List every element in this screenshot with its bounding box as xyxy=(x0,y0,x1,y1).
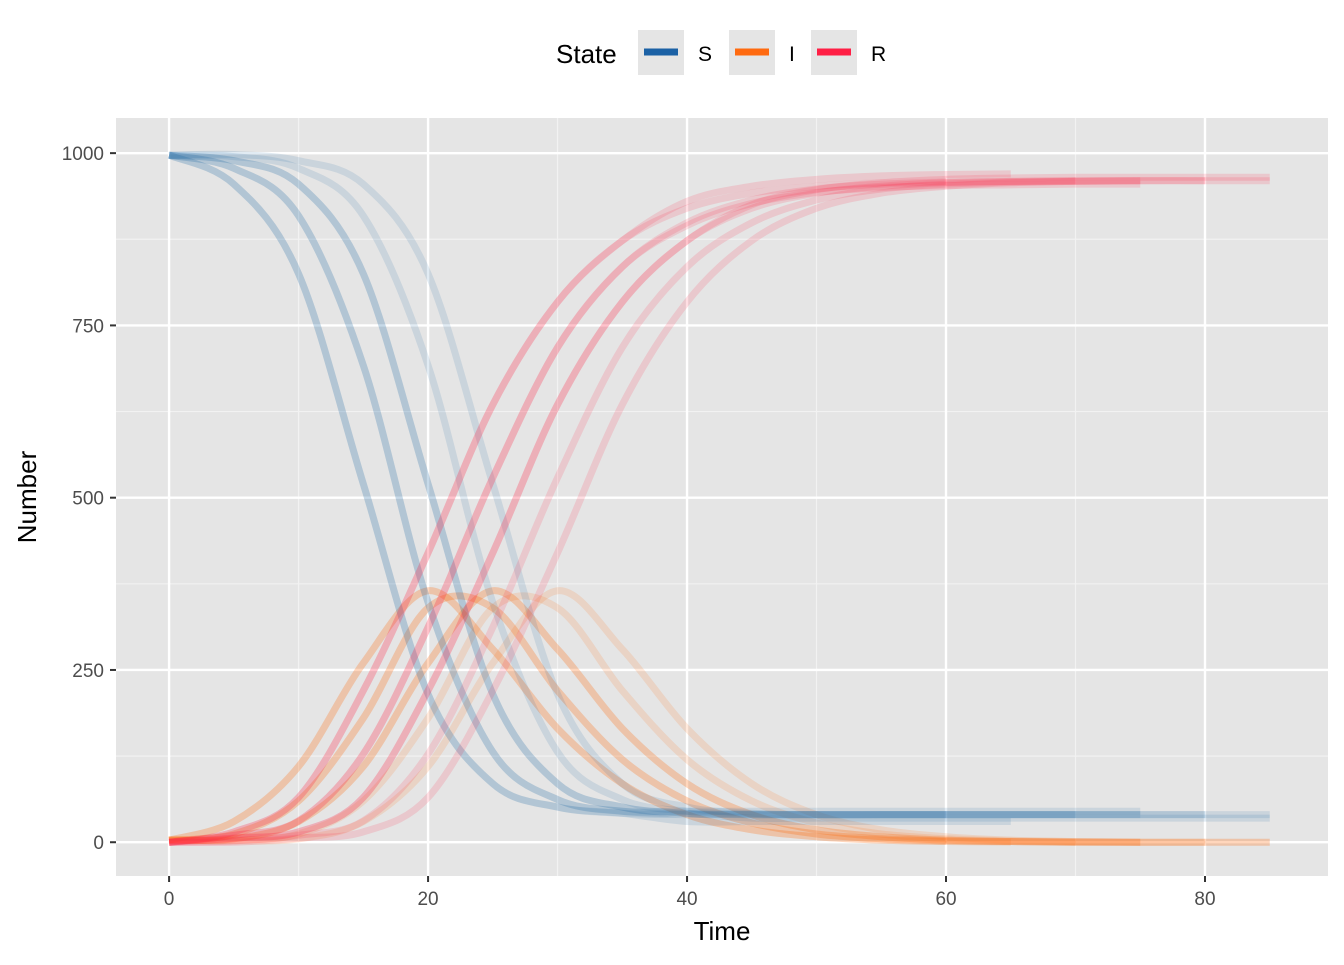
x-tick-label: 60 xyxy=(935,889,956,910)
series-s-run-2 xyxy=(167,151,1011,826)
series-i-run-1 xyxy=(168,587,947,846)
x-tick-label: 80 xyxy=(1194,889,1215,910)
series-r-run-1 xyxy=(168,177,947,846)
series-i-run-8 xyxy=(169,587,1270,846)
series-s-run-1 xyxy=(167,151,947,819)
series-r-run-6 xyxy=(168,173,1270,846)
series-i-run-7 xyxy=(169,592,1141,846)
series-s-run-4 xyxy=(168,151,1141,816)
series-s-run-6 xyxy=(168,151,1270,822)
series-r-run-8 xyxy=(169,177,1270,847)
y-tick-label: 0 xyxy=(93,833,104,854)
legend-label-i: I xyxy=(789,43,795,66)
x-tick-label: 40 xyxy=(676,889,697,910)
y-tick-label: 750 xyxy=(72,316,104,337)
series-s-run-8 xyxy=(169,150,1270,819)
y-axis-title: Number xyxy=(12,450,42,543)
series-r-run-3 xyxy=(168,177,1076,846)
x-tick-label: 0 xyxy=(164,889,175,910)
legend: State S I R xyxy=(556,30,886,75)
axes: 0 250 500 750 1000 0 20 40 60 80 xyxy=(62,144,1216,910)
series-r-run-4 xyxy=(168,180,1141,846)
y-tick-label: 250 xyxy=(72,661,104,682)
series-s-run-3 xyxy=(168,151,1076,819)
series-i-run-5 xyxy=(169,587,1205,846)
grid xyxy=(116,118,1328,876)
series-r-run-7 xyxy=(169,177,1141,846)
y-tick-label: 500 xyxy=(72,489,104,510)
series-i-run-4 xyxy=(168,592,1141,846)
series-s-run-5 xyxy=(168,151,1205,819)
legend-label-r: R xyxy=(871,43,886,66)
x-axis-title: Time xyxy=(694,916,751,946)
series-lines xyxy=(167,150,1270,847)
x-tick-label: 20 xyxy=(417,889,438,910)
legend-label-s: S xyxy=(698,43,712,66)
series-i-run-2 xyxy=(168,587,1011,846)
series-i-run-3 xyxy=(168,592,1076,846)
series-i-run-6 xyxy=(169,587,1270,846)
series-r-run-2 xyxy=(168,170,1011,846)
series-s-run-7 xyxy=(169,151,1141,819)
y-tick-label: 1000 xyxy=(62,144,104,165)
legend-title: State xyxy=(556,39,617,69)
series-r-run-5 xyxy=(168,177,1205,846)
